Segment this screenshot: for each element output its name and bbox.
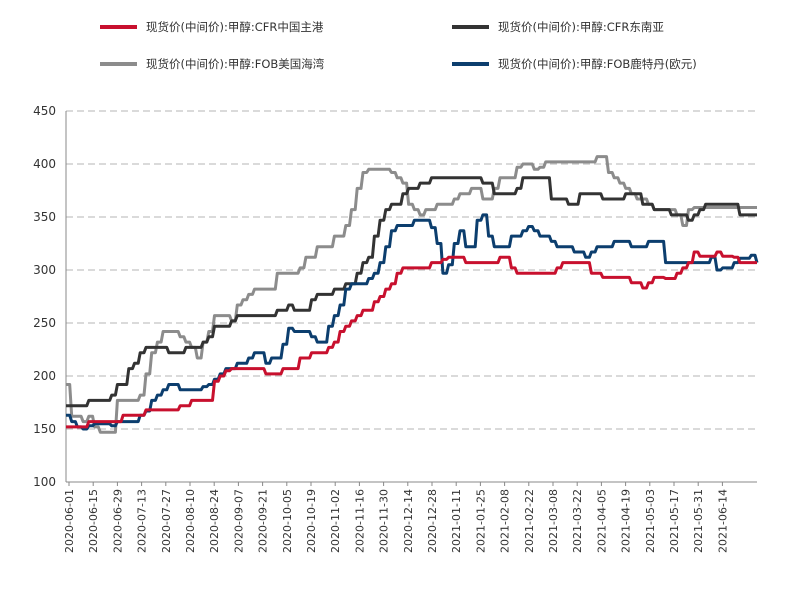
legend-label-cfr-sea: 现货价(中间价):甲醇:CFR东南亚	[498, 20, 664, 34]
y-tick-label: 450	[33, 104, 56, 118]
x-tick-label: 2020-08-10	[184, 489, 197, 553]
x-tick-label: 2021-01-11	[450, 489, 463, 553]
series-line-cfr-china	[66, 250, 757, 429]
y-tick-label: 250	[33, 316, 56, 330]
x-tick-label: 2020-12-28	[426, 489, 439, 553]
x-tick-label: 2021-05-03	[644, 489, 657, 553]
x-tick-label: 2021-03-08	[547, 489, 560, 553]
x-tick-label: 2021-06-14	[716, 489, 729, 553]
series-line-fob-us-gulf	[66, 155, 757, 434]
y-tick-label: 400	[33, 157, 56, 171]
x-tick-label: 2020-06-29	[111, 489, 124, 553]
x-tick-label: 2021-02-08	[499, 489, 512, 553]
x-tick-label: 2020-10-05	[281, 489, 294, 553]
x-tick-label: 2021-01-25	[474, 489, 487, 553]
x-tick-label: 2020-09-21	[257, 489, 270, 553]
x-tick-label: 2021-05-17	[668, 489, 681, 553]
x-tick-label: 2020-07-27	[160, 489, 173, 553]
gridlines	[66, 110, 757, 430]
x-tick-label: 2020-06-01	[63, 489, 76, 553]
y-tick-label: 100	[33, 475, 56, 489]
x-tick-label: 2021-04-05	[595, 489, 608, 553]
x-tick-label: 2020-12-14	[402, 489, 415, 553]
y-tick-label: 150	[33, 422, 56, 436]
x-tick-label: 2020-11-30	[378, 489, 391, 553]
legend-item[interactable]: 现货价(中间价):甲醇:FOB美国海湾	[100, 57, 325, 71]
x-tick-label: 2021-04-19	[620, 489, 633, 553]
series-lines	[66, 155, 759, 434]
legend-label-cfr-china: 现货价(中间价):甲醇:CFR中国主港	[146, 20, 324, 34]
x-axis: 2020-06-01 2020-06-15 2020-06-29 2020-07-13…	[63, 482, 729, 553]
x-tick-label: 2021-05-31	[692, 489, 705, 553]
x-tick-label: 2020-08-24	[208, 489, 221, 553]
legend-item[interactable]: 现货价(中间价):甲醇:CFR中国主港	[100, 20, 324, 34]
x-tick-label: 2020-11-02	[329, 489, 342, 553]
legend: 现货价(中间价):甲醇:CFR中国主港 现货价(中间价):甲醇:CFR东南亚 现…	[100, 20, 697, 71]
x-tick-label: 2020-09-07	[232, 489, 245, 553]
x-tick-label: 2021-03-22	[571, 489, 584, 553]
series-line-fob-rotterdam	[66, 213, 759, 431]
legend-label-fob-rotterdam: 现货价(中间价):甲醇:FOB鹿特丹(欧元)	[498, 57, 697, 71]
x-tick-label: 2021-02-22	[523, 489, 536, 553]
y-tick-label: 200	[33, 369, 56, 383]
x-tick-label: 2020-11-16	[353, 489, 366, 553]
legend-item[interactable]: 现货价(中间价):甲醇:CFR东南亚	[452, 20, 664, 34]
x-tick-label: 2020-06-15	[87, 489, 100, 553]
series-line-cfr-sea	[66, 176, 757, 408]
y-tick-label: 350	[33, 210, 56, 224]
x-tick-label: 2020-07-13	[136, 489, 149, 553]
y-tick-label: 300	[33, 263, 56, 277]
legend-item[interactable]: 现货价(中间价):甲醇:FOB鹿特丹(欧元)	[452, 57, 697, 71]
y-axis: 100 150 200 250 300 350 400 450	[33, 104, 757, 489]
x-tick-label: 2020-10-19	[305, 489, 318, 553]
legend-label-fob-us-gulf: 现货价(中间价):甲醇:FOB美国海湾	[146, 57, 325, 71]
